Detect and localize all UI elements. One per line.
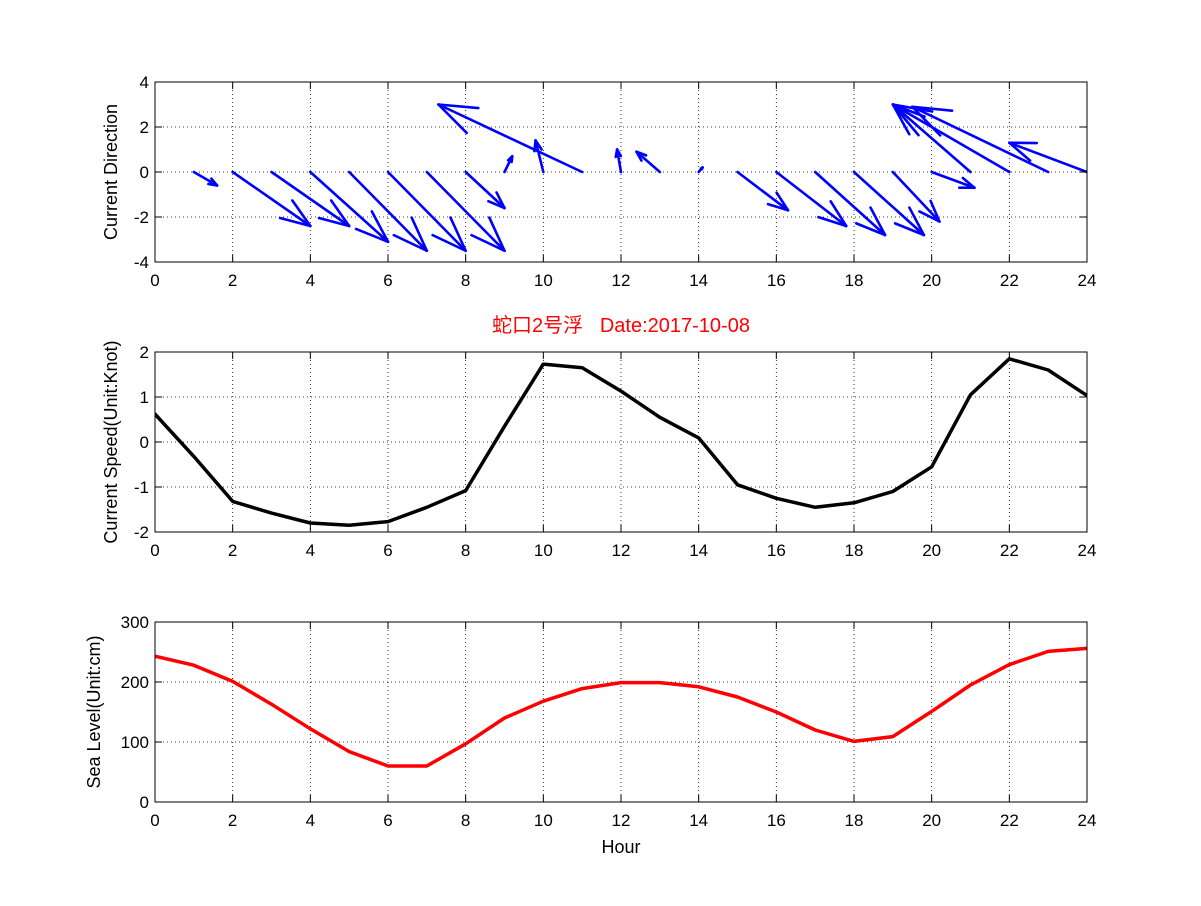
x-tick-label: 6 (383, 811, 392, 830)
x-tick-label: 18 (845, 541, 864, 560)
x-tick-label: 14 (689, 541, 708, 560)
x-tick-label: 20 (922, 271, 941, 290)
x-tick-label: 4 (306, 541, 315, 560)
y-tick-label: 2 (140, 343, 149, 362)
x-tick-label: 10 (534, 271, 553, 290)
x-tick-label: 0 (150, 541, 159, 560)
y-axis-label: Sea Level(Unit:cm) (84, 635, 104, 788)
x-tick-label: 2 (228, 811, 237, 830)
x-tick-label: 10 (534, 811, 553, 830)
y-axis-label: Current Direction (101, 104, 121, 240)
y-axis-label: Current Speed(Unit:Knot) (101, 340, 121, 543)
y-tick-label: 0 (140, 433, 149, 452)
x-tick-label: 14 (689, 811, 708, 830)
arrow-head (512, 156, 513, 162)
x-tick-label: 20 (922, 811, 941, 830)
x-tick-label: 4 (306, 811, 315, 830)
x-tick-label: 0 (150, 811, 159, 830)
x-tick-label: 6 (383, 271, 392, 290)
y-tick-label: 2 (140, 118, 149, 137)
y-tick-label: -4 (134, 253, 149, 272)
x-tick-label: 24 (1078, 541, 1097, 560)
arrow-head (702, 168, 703, 170)
x-tick-label: 16 (767, 541, 786, 560)
x-tick-label: 22 (1000, 271, 1019, 290)
y-tick-labels: 4 2 0 -2 -4 (134, 73, 149, 272)
arrow-head (208, 184, 217, 186)
x-tick-label: 22 (1000, 541, 1019, 560)
x-tick-label: 24 (1078, 271, 1097, 290)
x-tick-label: 10 (534, 541, 553, 560)
y-tick-label: 4 (140, 73, 149, 92)
y-tick-label: -2 (134, 208, 149, 227)
y-tick-label: -1 (134, 478, 149, 497)
x-tick-label: 20 (922, 541, 941, 560)
x-tick-label: 2 (228, 541, 237, 560)
y-tick-label: 1 (140, 388, 149, 407)
y-tick-label: 0 (140, 163, 149, 182)
x-tick-label: 18 (845, 811, 864, 830)
y-tick-labels: 2 1 0 -1 -2 (134, 343, 149, 542)
x-tick-label: 8 (461, 811, 470, 830)
x-tick-label: 8 (461, 541, 470, 560)
x-tick-label: 2 (228, 271, 237, 290)
x-tick-label: 12 (612, 271, 631, 290)
x-tick-label: 12 (612, 541, 631, 560)
x-tick-label: 16 (767, 271, 786, 290)
chart-title: 蛇口2号浮 Date:2017-10-08 (492, 314, 750, 337)
x-axis-label: Hour (601, 837, 640, 857)
x-tick-label: 12 (612, 811, 631, 830)
y-tick-label: 200 (121, 673, 149, 692)
y-tick-label: 300 (121, 613, 149, 632)
x-tick-label: 18 (845, 271, 864, 290)
x-tick-label: 16 (767, 811, 786, 830)
x-tick-label: 0 (150, 271, 159, 290)
x-tick-label: 4 (306, 271, 315, 290)
x-tick-label: 6 (383, 541, 392, 560)
x-tick-label: 22 (1000, 811, 1019, 830)
y-tick-label: 100 (121, 733, 149, 752)
y-tick-label: -2 (134, 523, 149, 542)
y-tick-label: 0 (140, 793, 149, 812)
y-tick-labels: 300 200 100 0 (121, 613, 149, 812)
x-tick-label: 24 (1078, 811, 1097, 830)
x-tick-label: 8 (461, 271, 470, 290)
x-tick-label: 14 (689, 271, 708, 290)
